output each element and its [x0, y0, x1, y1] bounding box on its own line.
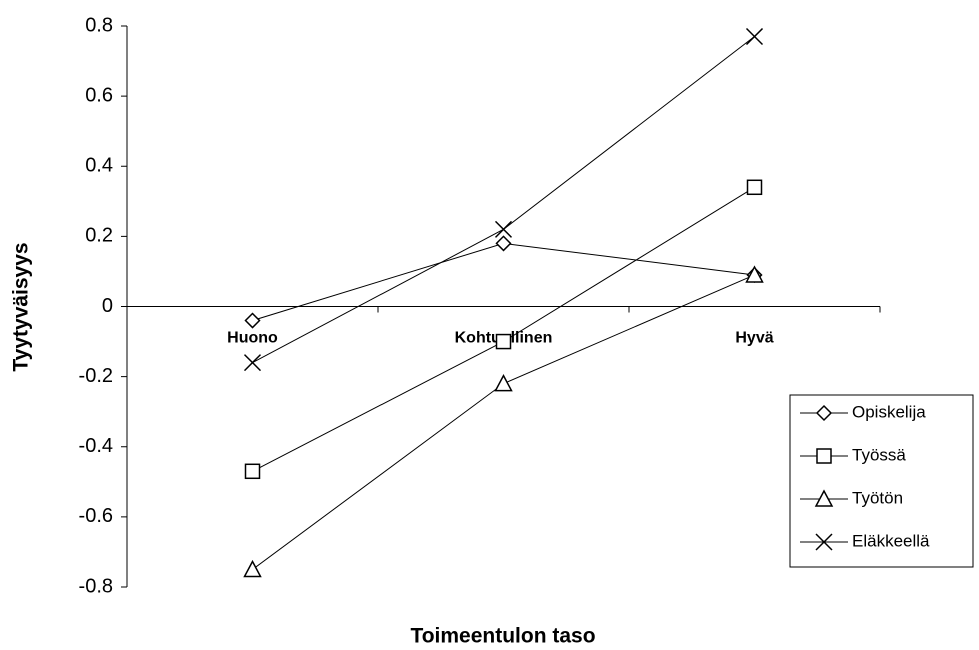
y-tick-label: 0.6: [85, 84, 113, 106]
data-point: [746, 179, 763, 196]
legend-marker: [816, 448, 832, 464]
legend-label: Opiskelija: [852, 402, 926, 421]
y-tick-label: 0: [102, 295, 113, 317]
data-point: [243, 559, 262, 578]
legend-label: Työssä: [852, 445, 906, 464]
data-point: [243, 354, 262, 372]
y-tick-label: -0.8: [79, 575, 113, 597]
y-tick-label: -0.6: [79, 505, 113, 527]
x-tick-label: Hyvä: [735, 330, 773, 347]
y-axis-title: Tyytyväisyys: [10, 242, 33, 371]
y-tick-label: 0.2: [85, 225, 113, 247]
data-point: [745, 265, 764, 283]
legend-label: Eläkkeellä: [852, 531, 930, 550]
data-point: [745, 27, 764, 46]
y-tick-label: -0.2: [79, 365, 113, 387]
data-point: [495, 235, 512, 252]
data-point: [494, 220, 513, 238]
data-point: [495, 333, 512, 350]
data-point: [494, 374, 513, 392]
y-tick-label: -0.4: [79, 435, 113, 457]
legend-marker: [814, 489, 834, 507]
series-line: [252, 36, 755, 364]
x-axis-title: Toimeentulon taso: [410, 625, 595, 648]
series-line: [252, 242, 755, 322]
y-tick-label: 0.4: [85, 155, 113, 177]
data-point: [244, 463, 261, 480]
data-point: [244, 312, 261, 329]
legend-label: Työtön: [852, 488, 903, 507]
x-tick-label: Huono: [227, 330, 278, 347]
legend-marker: [815, 404, 833, 422]
y-tick-label: 0.8: [85, 14, 113, 36]
legend-marker: [815, 533, 833, 551]
series-line: [252, 274, 755, 570]
